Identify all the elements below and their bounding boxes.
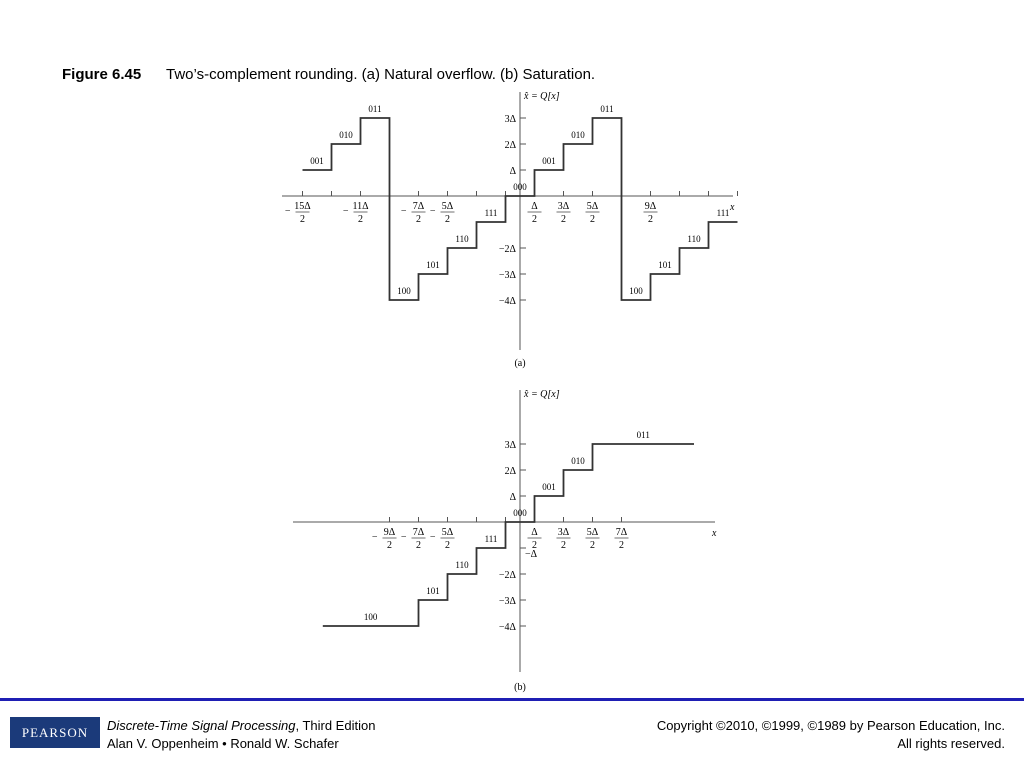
x-tick-denominator: 2 <box>416 540 421 551</box>
logo-box <box>10 717 100 748</box>
x-tick-numerator: 7Δ <box>413 201 425 212</box>
code-label: 010 <box>571 456 585 466</box>
code-label: 110 <box>687 234 701 244</box>
x-tick-numerator: 3Δ <box>558 527 570 538</box>
x-tick-denominator: 2 <box>358 214 363 225</box>
x-tick-sign: − <box>401 532 407 543</box>
code-label: 100 <box>364 612 378 622</box>
code-label: 111 <box>717 208 730 218</box>
x-axis-label: x <box>729 202 735 213</box>
code-label: 010 <box>571 130 585 140</box>
x-tick-numerator: Δ <box>531 201 538 212</box>
y-tick-label: −3Δ <box>499 596 517 607</box>
panel-label: (b) <box>514 682 526 693</box>
x-tick-sign: − <box>401 206 407 217</box>
y-tick-label: 2Δ <box>505 466 517 477</box>
x-tick-denominator: 2 <box>590 540 595 551</box>
edition: , Third Edition <box>295 718 375 733</box>
code-label: 001 <box>542 156 556 166</box>
code-label: 000 <box>513 182 527 192</box>
logo: PEARSON <box>22 725 88 740</box>
code-label: 101 <box>658 260 672 270</box>
x-tick-denominator: 2 <box>648 214 653 225</box>
y-tick-label: −2Δ <box>499 244 517 255</box>
footer-rule <box>0 698 1024 701</box>
y-tick-label: 2Δ <box>505 140 517 151</box>
quantizer-staircase <box>302 117 738 301</box>
y-tick-label: −4Δ <box>499 296 517 307</box>
x-tick-sign: − <box>372 532 378 543</box>
x-tick-numerator: 5Δ <box>442 527 454 538</box>
code-label: 100 <box>629 286 643 296</box>
y-tick-label: −3Δ <box>499 270 517 281</box>
code-label: 011 <box>600 104 613 114</box>
x-tick-numerator: 7Δ <box>616 527 628 538</box>
copyright: Copyright ©2010, ©1999, ©1989 by Pearson… <box>657 718 1005 733</box>
x-tick-denominator: 2 <box>300 214 305 225</box>
x-tick-denominator: 2 <box>532 540 537 551</box>
x-tick-denominator: 2 <box>445 540 450 551</box>
code-label: 000 <box>513 508 527 518</box>
x-tick-numerator: 7Δ <box>413 527 425 538</box>
y-tick-label: 3Δ <box>505 114 517 125</box>
x-tick-numerator: 9Δ <box>384 527 396 538</box>
y-axis-label: x̂ = Q[x] <box>523 389 560 400</box>
x-tick-denominator: 2 <box>532 214 537 225</box>
y-tick-label: Δ <box>510 492 517 503</box>
y-tick-label: 3Δ <box>505 440 517 451</box>
code-label: 001 <box>310 156 324 166</box>
panel-label: (a) <box>514 358 525 369</box>
book-line: Discrete-Time Signal Processing, Third E… <box>107 718 375 733</box>
code-label: 001 <box>542 482 556 492</box>
x-tick-numerator: 11Δ <box>352 201 369 212</box>
x-tick-denominator: 2 <box>561 214 566 225</box>
x-tick-denominator: 2 <box>590 214 595 225</box>
code-label: 011 <box>368 104 381 114</box>
figure-caption: Two’s-complement rounding. (a) Natural o… <box>166 66 595 83</box>
code-label: 110 <box>455 234 469 244</box>
authors: Alan V. Oppenheim • Ronald W. Schafer <box>107 736 339 751</box>
x-tick-numerator: 9Δ <box>645 201 657 212</box>
y-axis-label: x̂ = Q[x] <box>523 91 560 102</box>
code-label: 101 <box>426 260 440 270</box>
x-tick-denominator: 2 <box>561 540 566 551</box>
y-tick-label: −4Δ <box>499 622 517 633</box>
y-tick-label: −Δ <box>525 549 538 560</box>
x-tick-numerator: Δ <box>531 527 538 538</box>
x-tick-sign: − <box>430 206 436 217</box>
x-tick-denominator: 2 <box>619 540 624 551</box>
figure-number: Figure 6.45 <box>62 66 141 83</box>
y-tick-label: Δ <box>510 166 517 177</box>
x-tick-sign: − <box>285 206 291 217</box>
code-label: 010 <box>339 130 353 140</box>
y-tick-label: −2Δ <box>499 570 517 581</box>
code-label: 100 <box>397 286 411 296</box>
x-tick-numerator: 5Δ <box>442 201 454 212</box>
x-tick-numerator: 5Δ <box>587 527 599 538</box>
x-tick-numerator: 15Δ <box>294 201 311 212</box>
x-tick-numerator: 3Δ <box>558 201 570 212</box>
code-label: 101 <box>426 586 440 596</box>
x-tick-numerator: 5Δ <box>587 201 599 212</box>
code-label: 110 <box>455 560 469 570</box>
x-axis-label: x <box>711 528 717 539</box>
code-label: 111 <box>485 208 498 218</box>
book-title: Discrete-Time Signal Processing <box>107 718 296 733</box>
quantizer-staircase <box>322 443 694 627</box>
x-tick-denominator: 2 <box>387 540 392 551</box>
x-tick-sign: − <box>343 206 349 217</box>
x-tick-denominator: 2 <box>416 214 421 225</box>
rights: All rights reserved. <box>897 736 1005 751</box>
x-tick-denominator: 2 <box>445 214 450 225</box>
code-label: 011 <box>637 430 650 440</box>
x-tick-sign: − <box>430 532 436 543</box>
code-label: 111 <box>485 534 498 544</box>
